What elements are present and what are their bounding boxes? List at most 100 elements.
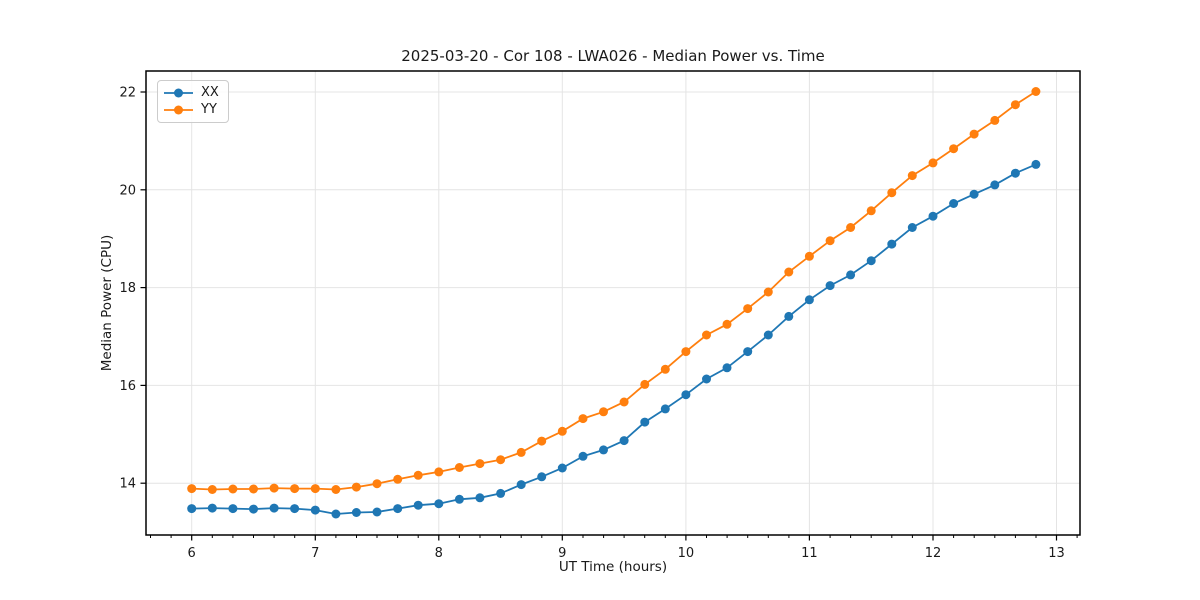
series-marker-xx	[990, 180, 1000, 190]
series-marker-yy	[434, 467, 444, 477]
series-marker-xx	[249, 504, 258, 514]
series-marker-yy	[249, 484, 258, 494]
series-marker-xx	[660, 404, 670, 414]
series-marker-xx	[1031, 159, 1041, 169]
series-marker-xx	[846, 270, 856, 280]
series-marker-xx	[454, 494, 464, 504]
series-marker-xx	[351, 508, 361, 517]
series-marker-yy	[660, 364, 670, 374]
series-marker-xx	[393, 504, 403, 514]
series-marker-xx	[475, 493, 485, 503]
series-marker-yy	[372, 479, 382, 489]
y-tick-label: 20	[119, 183, 136, 198]
x-tick-label: 6	[188, 546, 196, 561]
series-marker-yy	[393, 474, 403, 484]
series-marker-yy	[269, 483, 279, 493]
legend-entry-xx: XX	[163, 84, 222, 102]
series-marker-yy	[454, 463, 464, 472]
series-marker-xx	[763, 330, 773, 340]
series-marker-xx	[331, 509, 341, 519]
x-tick-label: 12	[925, 546, 942, 561]
series-marker-yy	[557, 426, 567, 436]
series-marker-xx	[187, 504, 197, 514]
series-marker-xx	[269, 503, 279, 513]
series-marker-xx	[207, 503, 217, 513]
series-marker-yy	[578, 414, 588, 424]
y-tick-label: 22	[119, 86, 136, 101]
series-marker-yy	[784, 267, 794, 277]
series-marker-yy	[722, 319, 732, 329]
series-marker-yy	[599, 407, 608, 417]
series-marker-xx	[413, 500, 423, 510]
series-marker-yy	[743, 304, 753, 314]
series-marker-yy	[949, 144, 959, 154]
legend-label: XX	[201, 84, 219, 100]
series-marker-xx	[743, 347, 753, 357]
series-marker-xx	[887, 239, 897, 249]
x-tick-label: 11	[801, 546, 818, 561]
series-marker-yy	[207, 485, 217, 494]
chart-title: 2025-03-20 - Cor 108 - LWA026 - Median P…	[401, 47, 825, 65]
series-marker-xx	[599, 445, 608, 455]
series-marker-xx	[969, 189, 979, 199]
series-marker-yy	[351, 482, 361, 492]
series-marker-yy	[990, 115, 1000, 125]
series-marker-yy	[907, 171, 917, 181]
y-axis-label: Median Power (CPU)	[99, 234, 115, 372]
series-marker-xx	[640, 417, 650, 427]
series-marker-xx	[557, 463, 567, 473]
series-marker-xx	[1010, 168, 1020, 178]
series-marker-yy	[619, 397, 629, 407]
series-marker-xx	[228, 504, 238, 514]
series-marker-xx	[702, 374, 711, 384]
series-marker-xx	[372, 507, 382, 517]
y-tick-label: 18	[119, 281, 136, 296]
y-tick-label: 16	[119, 379, 136, 394]
legend-label: YY	[201, 102, 217, 118]
legend-entry-yy: YY	[163, 102, 222, 120]
x-tick-label: 7	[311, 546, 319, 561]
legend: XX YY	[157, 80, 229, 123]
series-line-xx	[191, 163, 1037, 515]
y-tick-label: 14	[119, 477, 136, 492]
series-marker-xx	[619, 436, 629, 446]
series-marker-yy	[1031, 87, 1041, 96]
series-marker-xx	[310, 505, 320, 515]
series-marker-yy	[640, 379, 650, 389]
series-marker-yy	[702, 330, 711, 340]
series-marker-yy	[187, 484, 197, 494]
series-marker-xx	[928, 211, 938, 221]
x-tick-label: 8	[435, 546, 443, 561]
series-marker-yy	[228, 484, 238, 494]
x-tick-label: 9	[558, 546, 566, 561]
series-marker-xx	[866, 256, 876, 266]
series-line-yy	[191, 90, 1037, 491]
legend-line-marker-icon	[164, 88, 193, 98]
x-tick-label: 10	[678, 546, 695, 561]
series-marker-yy	[866, 206, 876, 216]
series-marker-xx	[804, 295, 814, 305]
series-marker-xx	[516, 480, 526, 490]
series-marker-yy	[825, 236, 835, 246]
series-marker-yy	[928, 158, 938, 168]
series-marker-xx	[949, 199, 959, 208]
series-marker-xx	[825, 281, 835, 291]
series-marker-yy	[846, 223, 856, 232]
x-axis-label: UT Time (hours)	[558, 559, 668, 575]
legend-line-marker-icon	[164, 105, 193, 115]
series-marker-yy	[496, 455, 506, 465]
series-marker-yy	[310, 484, 320, 494]
series-marker-yy	[763, 287, 773, 297]
series-marker-xx	[907, 223, 917, 232]
series-marker-yy	[681, 347, 691, 357]
series-marker-yy	[475, 459, 485, 469]
series-marker-yy	[331, 485, 341, 494]
series-marker-xx	[434, 499, 444, 509]
series-marker-yy	[290, 484, 300, 494]
series-marker-xx	[496, 488, 506, 498]
axes-frame	[145, 70, 1081, 536]
series-marker-xx	[537, 472, 547, 482]
series-marker-yy	[804, 251, 814, 261]
